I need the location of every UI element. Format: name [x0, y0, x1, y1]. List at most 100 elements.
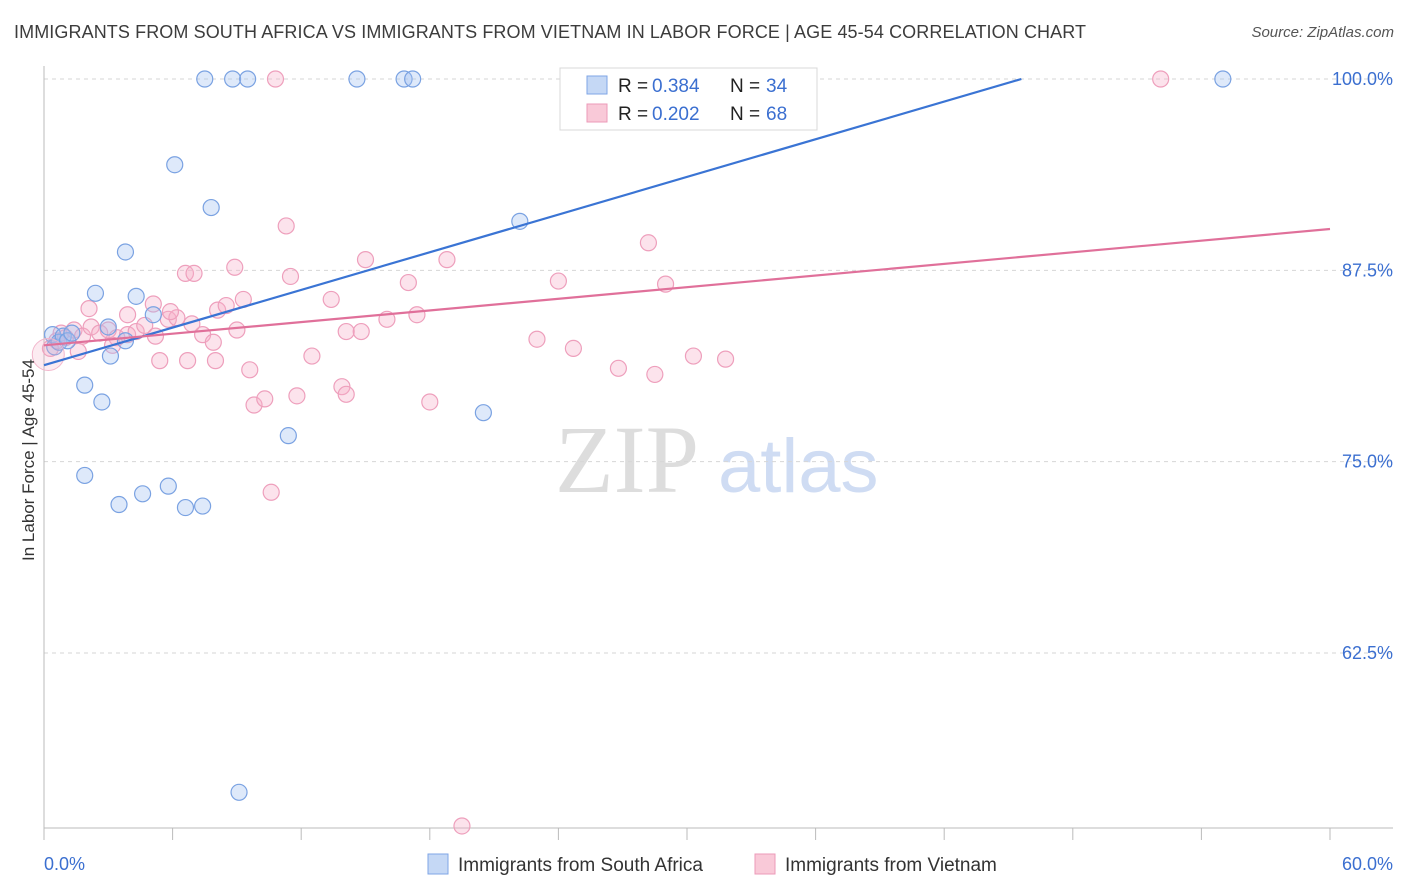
south-africa-point-12: [127, 287, 145, 305]
south-africa-point-13: [144, 306, 162, 324]
south-africa-point-26: [348, 70, 366, 88]
vietnam-point-43: [337, 322, 355, 341]
south-africa-point-24: [224, 70, 242, 88]
vietnam-point-45: [356, 251, 375, 269]
south-africa-point-15: [110, 495, 128, 514]
vietnam-point-38: [288, 387, 306, 405]
vietnam-point-29: [151, 352, 169, 370]
south-africa-point-19: [194, 497, 212, 515]
vietnam-point-19: [161, 303, 180, 321]
south-africa-point-17: [159, 477, 177, 495]
south-africa-point-10: [101, 347, 120, 365]
y-tick-label-2: 75.0%: [1342, 452, 1393, 472]
vietnam-point-55: [609, 359, 628, 377]
vietnam-point-4: [65, 321, 83, 339]
legend-n-value-2: 68: [766, 104, 787, 125]
legend-r-value-1: 0.384: [652, 76, 700, 97]
south-africa-point-20: [116, 243, 135, 261]
stats-legend: R = 0.384 N = 34 R = 0.202 N = 68: [559, 67, 818, 131]
south-africa-point-32: [1214, 70, 1232, 88]
south-africa-point-5: [63, 324, 81, 342]
south-africa-point-29: [279, 427, 297, 445]
south-africa-point-30: [474, 404, 492, 422]
chart-title: IMMIGRANTS FROM SOUTH AFRICA VS IMMIGRAN…: [14, 22, 1087, 42]
vietnam-point-33: [245, 396, 263, 414]
legend-swatch-south-africa: [586, 75, 608, 95]
south-africa-point-18: [176, 498, 195, 517]
bottom-legend-swatch-south-africa: [427, 853, 449, 875]
vietnam-point-31: [206, 352, 225, 370]
vietnam-point-42: [337, 385, 355, 403]
y-tick-label-0: 100.0%: [1332, 69, 1393, 89]
legend-n-value-1: 34: [766, 76, 788, 97]
y-tick-label-1: 87.5%: [1342, 260, 1393, 280]
vietnam-point-48: [408, 306, 426, 324]
x-tick-label-max: 60.0%: [1342, 854, 1393, 874]
legend-n-label-2: N =: [730, 104, 760, 125]
vietnam-point-23: [217, 296, 235, 315]
south-africa-point-21: [166, 156, 184, 174]
vietnam-point-49: [421, 393, 439, 411]
x-tick-label-min: 0.0%: [44, 854, 85, 874]
south-africa-point-7: [86, 284, 105, 302]
vietnam-point-60: [716, 350, 735, 368]
vietnam-point-35: [262, 483, 280, 501]
bottom-legend-swatch-vietnam: [754, 853, 776, 875]
south-africa-point-22: [202, 198, 220, 217]
vietnam-point-24: [226, 258, 244, 276]
vietnam-point-62: [453, 817, 471, 835]
south-africa-point-25: [239, 70, 257, 88]
legend-r-label-2: R =: [618, 104, 648, 125]
vietnam-point-56: [639, 234, 658, 252]
vietnam-point-61: [1152, 70, 1170, 88]
bottom-legend-label-vietnam: Immigrants from Vietnam: [785, 855, 997, 876]
source-label: Source: ZipAtlas.com: [1251, 24, 1394, 41]
vietnam-point-6: [82, 318, 100, 336]
vietnam-point-40: [322, 290, 340, 309]
south-africa-point-9: [99, 318, 117, 336]
south-africa-point-8: [93, 393, 111, 411]
legend-r-value-2: 0.202: [652, 104, 700, 125]
vietnam-point-16: [80, 300, 98, 318]
vietnam-point-30: [179, 352, 197, 370]
south-africa-point-16: [133, 485, 152, 503]
vietnam-point-34: [256, 390, 274, 408]
trend-lines: [43, 77, 1331, 367]
y-tick-label-3: 62.5%: [1342, 643, 1393, 663]
vietnam-point-39: [303, 347, 321, 365]
data-points: [31, 70, 1232, 835]
vietnam-point-51: [528, 330, 546, 348]
legend-r-label-1: R =: [618, 76, 648, 97]
vietnam-point-57: [646, 365, 664, 384]
vietnam-point-36: [277, 217, 295, 235]
vietnam-point-37: [281, 267, 300, 286]
bottom-legend-label-south-africa: Immigrants from South Africa: [458, 855, 703, 876]
south-africa-point-14: [76, 466, 94, 485]
x-tick-labels: 0.0% 60.0%: [44, 854, 1393, 874]
watermark-zip: ZIP: [555, 406, 699, 513]
vietnam-point-50: [438, 251, 456, 269]
y-tick-labels: 100.0% 87.5% 75.0% 62.5%: [1332, 69, 1393, 663]
south-africa-trend-line: [43, 77, 1022, 367]
vietnam-point-32: [241, 361, 259, 379]
vietnam-point-64: [266, 70, 285, 88]
series-legend: Immigrants from South Africa Immigrants …: [427, 853, 997, 876]
watermark-atlas: atlas: [718, 424, 879, 509]
vietnam-point-52: [549, 272, 568, 290]
vietnam-point-53: [564, 339, 583, 357]
axes: [43, 66, 1393, 840]
vietnam-point-26: [228, 321, 246, 339]
legend-swatch-vietnam: [586, 103, 608, 123]
legend-n-label-1: N =: [730, 76, 760, 97]
south-africa-point-6: [76, 376, 94, 394]
vietnam-point-59: [684, 347, 703, 365]
vietnam-point-47: [399, 273, 417, 292]
south-africa-point-28: [404, 70, 422, 88]
vietnam-point-21: [185, 264, 203, 282]
y-axis-label: In Labor Force | Age 45-54: [19, 359, 38, 561]
vietnam-point-28: [204, 333, 222, 351]
vietnam-point-44: [352, 322, 370, 341]
vietnam-point-17: [118, 306, 137, 324]
south-africa-point-23: [196, 70, 214, 88]
